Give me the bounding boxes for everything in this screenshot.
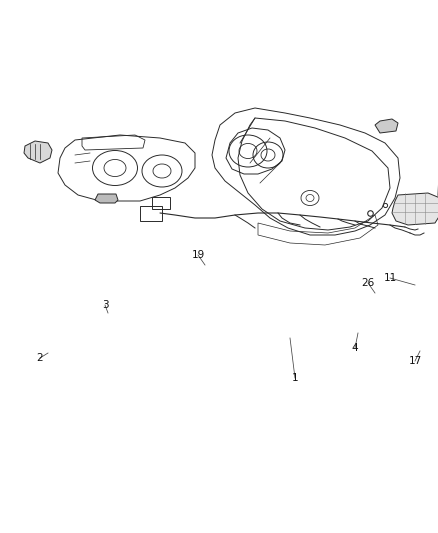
Text: 1: 1 [292, 373, 298, 383]
Bar [140, 206, 162, 221]
Text: 11: 11 [383, 273, 397, 283]
Polygon shape [95, 194, 118, 203]
Polygon shape [24, 141, 52, 163]
Text: 17: 17 [408, 356, 422, 366]
Text: 19: 19 [191, 250, 205, 260]
Text: 26: 26 [361, 278, 374, 288]
Text: 3: 3 [102, 300, 108, 310]
Text: 2: 2 [37, 353, 43, 363]
Polygon shape [392, 193, 438, 225]
Polygon shape [375, 119, 398, 133]
Bar [152, 197, 170, 209]
Text: 4: 4 [352, 343, 358, 353]
